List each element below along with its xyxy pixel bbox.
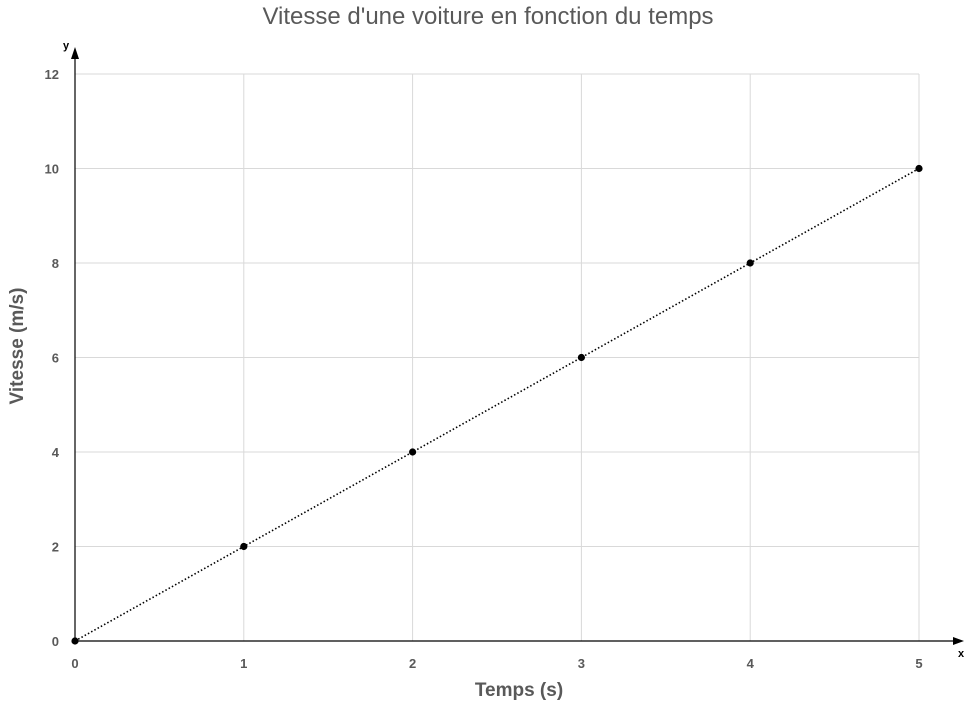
x-axis-title: Temps (s) [475, 680, 563, 701]
trendline-segment [74, 167, 920, 642]
y-tick-label: 4 [52, 445, 60, 460]
data-point [409, 448, 417, 456]
x-axis-letter: x [958, 648, 965, 660]
y-tick-label: 6 [52, 351, 59, 366]
y-tick-label: 8 [52, 256, 59, 271]
x-tick-label: 5 [915, 656, 922, 671]
y-tick-label: 0 [52, 634, 59, 649]
grid-lines [75, 73, 920, 641]
x-tick-label: 2 [409, 656, 416, 671]
x-axis-arrow [953, 637, 964, 645]
data-point [71, 637, 79, 645]
data-point [577, 353, 586, 362]
y-tick-label: 10 [45, 162, 59, 177]
data-points [71, 164, 923, 645]
y-axis-title: Vitesse (m/s) [7, 288, 28, 405]
y-axis-letter: y [63, 40, 70, 52]
x-tick-label: 1 [240, 656, 247, 671]
data-point [915, 164, 923, 173]
y-tick-label: 2 [52, 540, 59, 555]
data-point [746, 259, 754, 267]
x-tick-label: 3 [578, 656, 585, 671]
chart-title: Vitesse d'une voiture en fonction du tem… [262, 3, 713, 30]
data-point [240, 542, 248, 551]
x-tick-label: 0 [71, 656, 78, 671]
x-tick-label: 4 [747, 656, 755, 671]
axes [71, 47, 964, 645]
y-axis-arrow [71, 47, 79, 59]
y-tick-label: 12 [45, 67, 59, 82]
trendline [74, 167, 920, 642]
